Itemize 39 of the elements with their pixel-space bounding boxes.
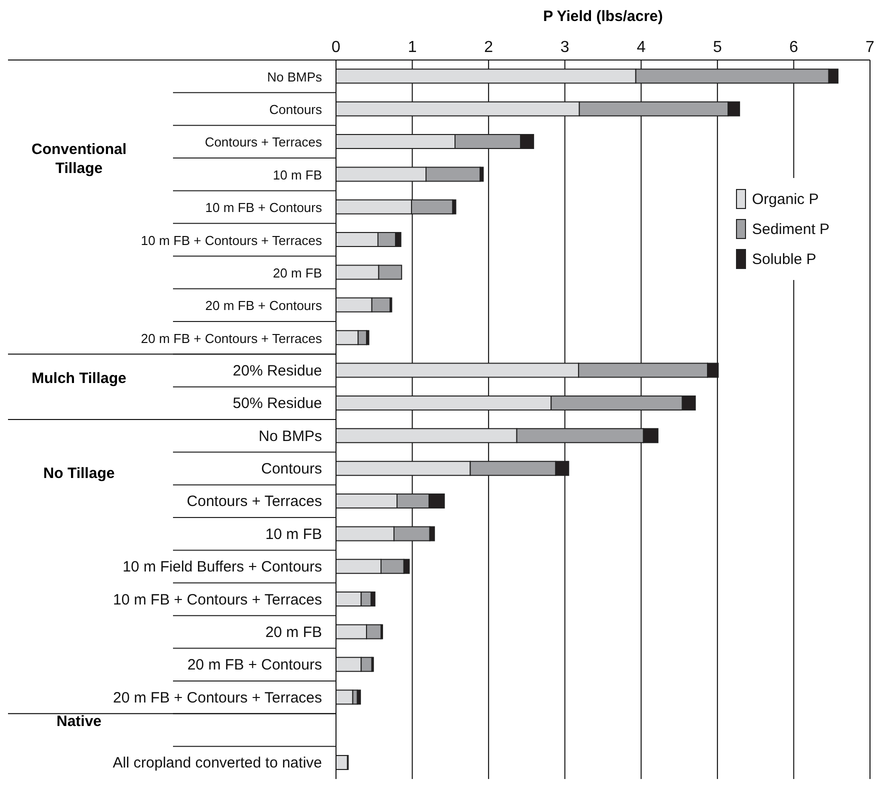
y-tick-label: 50% Residue	[232, 395, 322, 412]
y-tick-label: 20 m FB + Contours + Terraces	[140, 330, 322, 346]
legend-label: Sediment P	[752, 220, 830, 238]
x-tick-label: 4	[636, 39, 646, 56]
y-tick-label: 20% Residue	[232, 362, 322, 380]
y-tick-label: Contours	[261, 460, 322, 478]
y-tick-label: No BMPs	[258, 428, 322, 445]
y-tick-label: All cropland converted to native	[112, 754, 322, 772]
y-tick-label: 10 m FB	[265, 526, 322, 543]
legend-label: Soluble P	[752, 250, 816, 268]
chart-title: P Yield (lbs/acre)	[542, 8, 664, 25]
y-tick-label: 10 m FB	[272, 167, 322, 182]
y-tick-label: 20 m FB + Contours + Terraces	[113, 689, 322, 706]
x-tick-label: 3	[560, 39, 570, 56]
y-tick-label: 10 m Field Buffers + Contours	[122, 558, 322, 576]
y-tick-label: 20 m FB	[265, 624, 322, 641]
bar	[356, 690, 361, 705]
text: Conventional Tillage	[30, 140, 128, 178]
text: No Tillage	[42, 464, 116, 483]
y-tick-label: 20 m FB	[272, 265, 322, 280]
x-tick-label: 7	[866, 39, 875, 56]
y-tick-label: 20 m FB + Contours	[187, 656, 322, 674]
y-tick-label: Contours + Terraces	[204, 134, 322, 150]
legend-label: Organic P	[752, 190, 819, 208]
x-tick-label: 0	[332, 39, 341, 56]
text: Native	[55, 712, 103, 731]
y-tick-label: 20 m FB + Contours	[205, 298, 322, 314]
x-tick-label: 1	[408, 39, 417, 56]
text: Mulch Tillage	[30, 368, 128, 388]
y-tick-label: Contours + Terraces	[186, 493, 322, 510]
y-tick-label: 10 m FB + Contours + Terraces	[140, 232, 322, 248]
x-tick-label: 2	[484, 39, 494, 56]
y-tick-label: No BMPs	[267, 69, 322, 84]
y-tick-label: 10 m FB + Contours + Terraces	[113, 591, 322, 608]
y-tick-label: Contours	[269, 102, 322, 118]
x-tick-label: 5	[712, 39, 722, 56]
x-tick-label: 6	[789, 39, 798, 56]
bar	[336, 690, 354, 705]
y-tick-label: 10 m FB + Contours	[205, 200, 322, 216]
